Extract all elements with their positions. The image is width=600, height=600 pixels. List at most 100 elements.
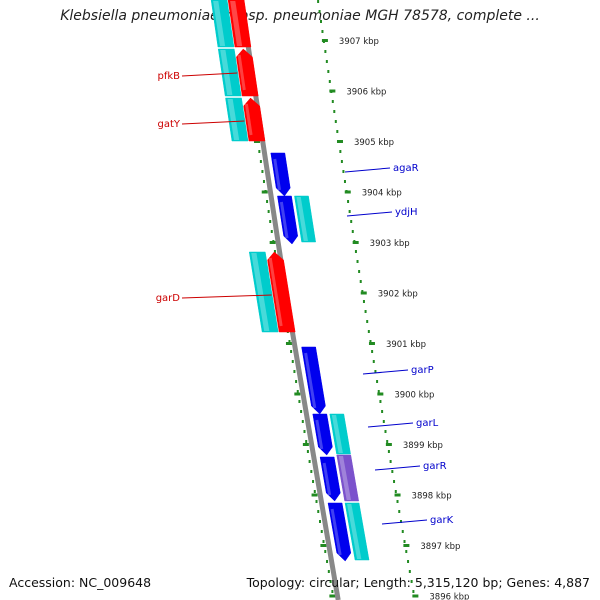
right-tick-dot	[336, 130, 339, 133]
tick-label: 3898 kbp	[412, 492, 452, 502]
right-tick-dot	[377, 390, 380, 393]
right-tick-dot	[387, 450, 390, 453]
right-major-tick	[329, 89, 336, 93]
right-tick-dot	[391, 470, 394, 473]
left-tick-dot	[326, 560, 329, 563]
right-tick-dot	[389, 460, 392, 463]
tick-label: 3903 kbp	[370, 239, 410, 249]
reverse-gene[interactable]	[301, 346, 326, 415]
accession-label: Accession: NC_009648	[9, 575, 152, 590]
reverse-gene[interactable]	[327, 502, 352, 562]
right-tick-dot	[324, 50, 327, 53]
right-tick-dot	[364, 310, 367, 313]
right-tick-dot	[379, 400, 382, 403]
right-tick-dot	[386, 440, 389, 443]
right-tick-dot	[350, 220, 353, 223]
reverse-gene[interactable]	[319, 456, 341, 502]
right-tick-dot	[320, 20, 322, 23]
right-tick-dot	[328, 80, 331, 83]
right-tick-track: 3907 kbp 3906 kbp 3905 kbp 3904 kbp 3903 kbp…	[317, 0, 469, 600]
right-tick-dot	[356, 260, 359, 263]
right-tick-dot	[396, 500, 399, 503]
gene-leader-line	[362, 369, 409, 375]
left-tick-dot	[324, 550, 327, 553]
right-tick-dot	[381, 410, 384, 413]
left-tick-dot	[267, 210, 270, 213]
right-tick-dot	[382, 420, 385, 423]
right-major-tick	[321, 39, 328, 42]
gene-label-garL[interactable]: garL	[416, 418, 439, 429]
right-tick-dot	[348, 210, 351, 213]
right-tick-dot	[366, 320, 369, 323]
left-tick-dot	[329, 580, 332, 583]
cds-block[interactable]	[210, 0, 235, 48]
gene-label-pfkB[interactable]: pfkB	[157, 71, 180, 82]
gene-label-garD[interactable]: garD	[156, 293, 181, 304]
gene-leader-line	[181, 294, 272, 299]
reverse-gene[interactable]	[312, 413, 333, 456]
gene-label-garK[interactable]: garK	[430, 515, 454, 526]
tick-label: 3905 kbp	[354, 138, 394, 148]
forward-gene[interactable]	[236, 48, 259, 97]
right-tick-dot	[340, 160, 343, 163]
cds-block[interactable]	[344, 502, 370, 561]
left-major-tick	[261, 190, 268, 194]
right-tick-dot	[343, 180, 346, 183]
reverse-gene[interactable]	[277, 195, 298, 245]
left-major-tick	[294, 392, 301, 396]
misc-feature-block[interactable]	[336, 454, 359, 502]
left-tick-dot	[269, 220, 272, 223]
tick-label: 3900 kbp	[394, 391, 434, 401]
right-tick-dot	[359, 280, 362, 283]
right-major-tick	[412, 594, 419, 598]
tick-label: 3899 kbp	[403, 441, 443, 451]
reverse-gene[interactable]	[270, 152, 291, 197]
gene-label-garP[interactable]: garP	[411, 365, 434, 376]
right-tick-dot	[358, 270, 361, 273]
left-tick-dot	[301, 420, 304, 423]
tick-label: 3906 kbp	[346, 88, 386, 98]
cds-block[interactable]	[329, 413, 351, 455]
left-tick-dot	[317, 510, 320, 513]
left-major-tick	[329, 594, 336, 598]
left-tick-dot	[259, 160, 262, 163]
gene-label-gatY[interactable]: gatY	[157, 119, 180, 130]
cds-block[interactable]	[225, 97, 249, 142]
right-tick-dot	[354, 250, 357, 253]
forward-gene[interactable]	[243, 97, 266, 142]
gene-label-agaR[interactable]: agaR	[393, 163, 419, 174]
left-tick-dot	[313, 490, 316, 493]
cds-block[interactable]	[248, 251, 279, 333]
right-major-tick	[344, 190, 351, 194]
left-tick-dot	[327, 570, 330, 573]
tick-label: 3904 kbp	[362, 189, 402, 199]
cds-block[interactable]	[217, 48, 242, 97]
left-tick-dot	[322, 540, 325, 543]
right-tick-dot	[334, 120, 337, 123]
right-tick-dot	[408, 570, 411, 573]
left-tick-dot	[266, 200, 269, 203]
gene-leader-line	[181, 120, 245, 125]
left-tick-dot	[258, 150, 261, 153]
right-tick-dot	[318, 10, 321, 13]
cds-block[interactable]	[294, 195, 316, 243]
forward-gene[interactable]	[227, 0, 252, 48]
left-tick-dot	[300, 410, 303, 413]
right-major-tick	[360, 291, 367, 295]
right-tick-dot	[371, 350, 374, 353]
forward-gene[interactable]	[267, 251, 296, 333]
right-tick-dot	[384, 430, 387, 433]
gene-label-garR[interactable]: garR	[423, 461, 447, 472]
right-major-tick	[352, 241, 359, 244]
left-tick-dot	[315, 500, 318, 503]
left-tick-dot	[308, 460, 311, 463]
gene-leader-line	[381, 519, 428, 525]
gene-leader-line	[346, 211, 393, 217]
right-major-tick	[394, 493, 401, 497]
right-tick-dot	[394, 490, 397, 493]
map-title: Klebsiella pneumoniae subsp. pneumoniae …	[60, 8, 540, 24]
right-tick-dot	[374, 370, 377, 373]
right-tick-dot	[403, 540, 406, 543]
gene-label-ydjH[interactable]: ydjH	[395, 207, 418, 218]
